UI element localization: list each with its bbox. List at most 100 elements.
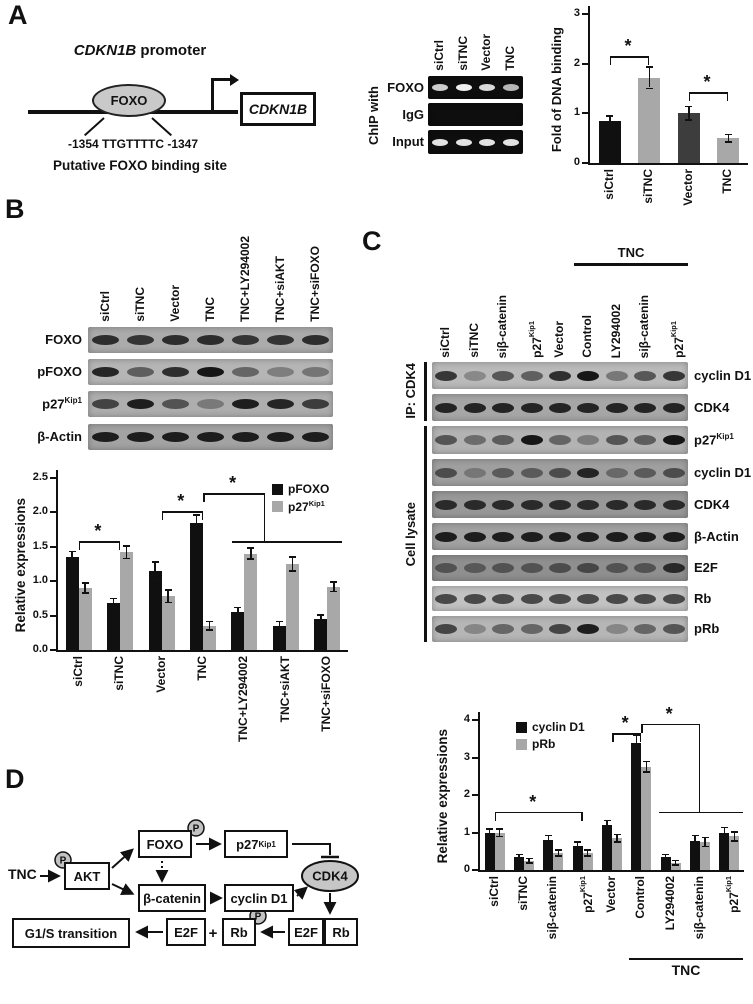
- a-chart-errorbar-cap: [606, 124, 614, 127]
- c-blot-band: [520, 499, 543, 510]
- c-blot-band: [463, 563, 486, 573]
- c-blot-band: [662, 563, 685, 573]
- c-chart-tick: [472, 869, 478, 871]
- b-blot-band: [197, 367, 224, 377]
- c-blot-col-label: Control: [580, 315, 595, 358]
- c-chart-errorbar-cap: [613, 833, 621, 836]
- c-blot-band: [463, 531, 486, 542]
- b-chart-errorbar-cap: [193, 529, 200, 532]
- c-blot-band: [577, 593, 600, 604]
- b-chart-x-label: TNC+siFOXO: [319, 656, 334, 732]
- c-blot-band: [605, 370, 628, 381]
- c-blot-band: [492, 624, 515, 634]
- a-chart-ylabel: Fold of DNA binding: [548, 27, 564, 153]
- b-blot-band: [232, 335, 259, 345]
- c-chart-x-axis: [478, 870, 744, 872]
- c-chart-sig-leg: [581, 811, 583, 821]
- c-chart-errorbar-cap: [603, 819, 611, 822]
- tss-arrow-stem: [211, 78, 214, 112]
- chip-blot-band: [431, 138, 448, 146]
- c-chart-errorbar-cap: [662, 858, 670, 861]
- b-chart-bar: [120, 552, 134, 650]
- chip-blot-band: [455, 138, 472, 146]
- b-blot-band: [302, 399, 329, 409]
- c-chart-errorbar-cap: [672, 864, 680, 866]
- b-chart-errorbar-cap: [247, 558, 255, 560]
- c-chart-errorbar: [498, 829, 501, 836]
- b-chart-legend-swatch: [272, 501, 283, 512]
- d-node-cyclind1: cyclin D1: [224, 884, 294, 912]
- c-chart-bar: [719, 832, 730, 870]
- c-chart-errorbar-cap: [554, 855, 562, 857]
- b-chart-errorbar: [125, 546, 128, 558]
- c-chart-errorbar-cap: [720, 826, 728, 828]
- a-chart-bar: [677, 113, 700, 163]
- c-blot-band: [435, 370, 458, 381]
- b-chart-x-label: siCtrl: [70, 656, 85, 687]
- c-blot-band: [520, 402, 543, 413]
- panel-d-label: D: [5, 764, 25, 794]
- ip-cdk4-label-wrap: IP: CDK4: [402, 360, 418, 422]
- c-chart-sig-line: [494, 811, 583, 814]
- c-chart-legend-swatch: [516, 739, 527, 750]
- c-blot-row: [432, 555, 688, 581]
- c-chart-errorbar-cap: [515, 858, 523, 861]
- c-chart-errorbar-cap: [496, 828, 504, 830]
- c-chart-legend-label: cyclin D1: [532, 720, 585, 734]
- b-chart-bar: [327, 586, 341, 650]
- c-chart-sig-star: *: [665, 703, 673, 724]
- b-chart-errorbar-cap: [330, 590, 338, 593]
- c-blot-band: [435, 563, 458, 573]
- c-blot-band: [634, 563, 657, 573]
- b-chart-tick: [50, 545, 56, 548]
- c-chart-bar: [631, 742, 642, 870]
- c-blot-band: [577, 467, 600, 478]
- c-blot-band: [662, 624, 685, 634]
- c-blot-row-label: cyclin D1: [694, 464, 752, 480]
- chip-blot-row-label: Input: [392, 134, 424, 149]
- d-node-e2f-bound: E2F: [288, 918, 324, 946]
- c-chart-errorbar: [674, 861, 677, 864]
- b-chart-errorbar-cap: [193, 514, 200, 516]
- d-node-g1s-transition: G1/S transition: [12, 918, 130, 948]
- b-chart-sig-leg: [203, 493, 205, 503]
- c-chart-errorbar-cap: [642, 760, 650, 763]
- c-blot-band: [463, 435, 486, 445]
- d-node-rb-phospho: Rb: [222, 918, 256, 946]
- panel-a-label: A: [8, 0, 28, 30]
- c-chart-bar: [553, 853, 564, 870]
- b-chart-bar: [314, 619, 328, 650]
- b-chart-bar: [190, 522, 203, 650]
- b-blot-band: [267, 367, 294, 377]
- a-chart-tick-label: 2: [573, 56, 580, 69]
- phospho-label-rb: P: [255, 912, 262, 923]
- b-chart-tick: [50, 580, 56, 583]
- a-chart-bar: [717, 138, 740, 163]
- a-chart-errorbar: [727, 135, 729, 142]
- b-chart-x-label: TNC+LY294002: [236, 656, 251, 742]
- c-chart-errorbar-cap: [544, 843, 552, 846]
- c-chart-sig-star: *: [529, 791, 537, 812]
- b-blot-band: [92, 432, 119, 442]
- c-chart-sig-leg: [639, 733, 642, 743]
- c-blot-band: [662, 370, 685, 381]
- c-chart-bar: [700, 841, 710, 870]
- site-callout-left-line: [84, 117, 105, 137]
- c-blot-row: [432, 586, 688, 611]
- c-chart-tnc-bracket-label: TNC: [671, 962, 701, 978]
- b-chart-errorbar-cap: [275, 629, 283, 631]
- b-chart-errorbar: [112, 599, 115, 608]
- a-chart-tick-label: 3: [573, 7, 580, 19]
- b-chart-errorbar: [195, 515, 198, 530]
- chip-side-label-wrap: ChIP with: [366, 76, 381, 154]
- a-chart-bar: [598, 120, 621, 163]
- inhibition-p27-cdk4-line: [292, 843, 331, 855]
- b-chart-tick: [50, 511, 56, 514]
- c-blot-tnc-line: [574, 263, 688, 266]
- b-chart-sig-leg: [118, 541, 121, 551]
- chip-blot-band: [503, 84, 520, 91]
- c-blot-band: [605, 624, 628, 634]
- b-blot-band: [127, 367, 154, 377]
- c-blot-row: [432, 426, 688, 454]
- b-chart-errorbar-cap: [288, 556, 296, 558]
